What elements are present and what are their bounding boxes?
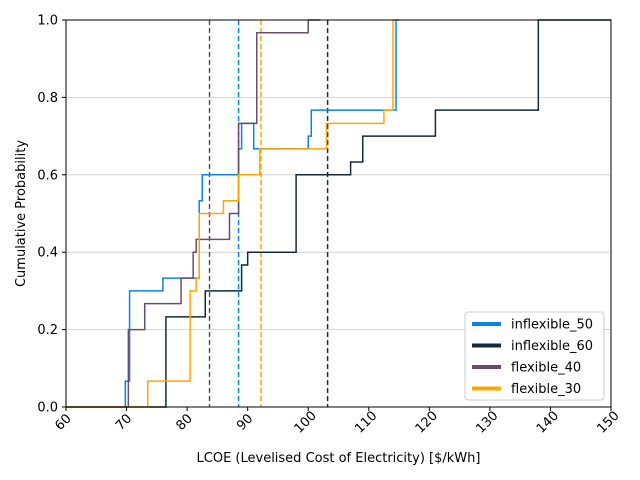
plot-frame bbox=[65, 19, 612, 408]
x-tick-label-2: 80 bbox=[173, 411, 195, 433]
x-tick-label-1: 70 bbox=[113, 411, 135, 433]
x-tick-label-3: 90 bbox=[234, 411, 256, 433]
x-axis-label: LCOE (Levelised Cost of Electricity) [$/… bbox=[197, 451, 481, 466]
legend-label-inflexible_50: inflexible_50 bbox=[511, 318, 593, 333]
x-tick-label-7: 130 bbox=[473, 408, 501, 436]
y-tick-label-1: 0.2 bbox=[37, 323, 58, 338]
x-tick-label-4: 100 bbox=[292, 408, 320, 436]
x-tick-label-6: 120 bbox=[413, 408, 441, 436]
x-tick-label-8: 140 bbox=[534, 408, 562, 436]
y-tick-label-2: 0.4 bbox=[37, 246, 58, 261]
series-line-flexible_30 bbox=[66, 19, 400, 408]
mean-lines bbox=[208, 20, 329, 407]
legend-label-inflexible_60: inflexible_60 bbox=[511, 339, 593, 354]
legend-label-flexible_40: flexible_40 bbox=[511, 361, 581, 376]
legend: inflexible_50 inflexible_60 flexible_40fle… bbox=[464, 311, 605, 401]
series-line-inflexible_60 bbox=[66, 19, 611, 408]
y-tick-label-0: 0.0 bbox=[37, 401, 58, 416]
y-axis-label: Cumulative Probability bbox=[14, 140, 29, 287]
x-ticks: 60 70 80 90 100 110 120 130 140 150 bbox=[52, 407, 623, 437]
legend-box bbox=[464, 311, 605, 401]
x-tick-label-5: 110 bbox=[352, 408, 380, 436]
y-ticks: 0.0 0.2 0.4 0.6 0.8 1.0 bbox=[37, 14, 66, 416]
y-tick-label-3: 0.6 bbox=[37, 168, 58, 183]
grid-lines bbox=[66, 97, 611, 331]
series-lines bbox=[66, 19, 611, 408]
legend-label-flexible_30: flexible_30 bbox=[511, 382, 581, 397]
y-tick-label-5: 1.0 bbox=[37, 14, 58, 29]
series-line-flexible_40 bbox=[66, 19, 321, 408]
x-tick-label-9: 150 bbox=[594, 408, 622, 436]
y-tick-label-4: 0.8 bbox=[37, 91, 58, 106]
